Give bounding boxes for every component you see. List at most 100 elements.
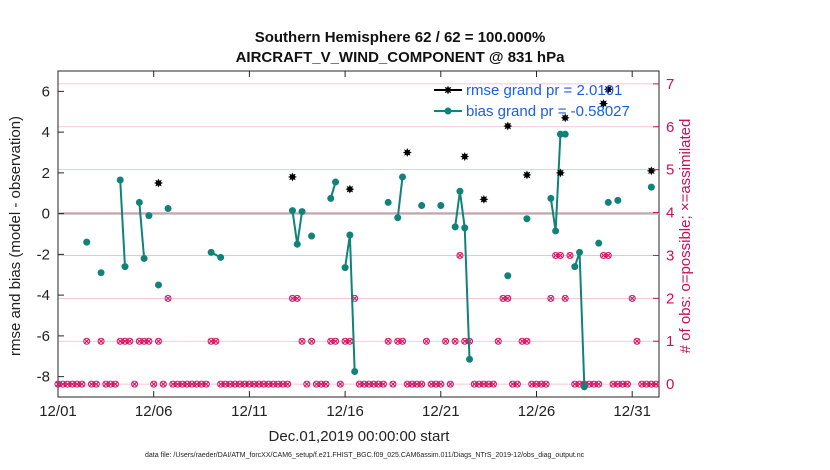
x-tick-label: 12/06 [135,403,173,420]
obs-count-point [159,380,167,388]
rmse-point [603,84,613,94]
obs-assimilated-marker [256,381,262,388]
obs-possible-marker [446,380,454,388]
obs-assimilated-marker [591,381,597,388]
obs-count-point [322,380,330,388]
obs-assimilated-marker [390,381,396,388]
obs-assimilated-marker [624,381,631,388]
obs-count-point [174,380,182,388]
obs-count-point [121,337,129,345]
chart-subtitle: AIRCRAFT_V_WIND_COMPONENT @ 831 hPa [236,49,566,66]
obs-count-point [154,337,162,345]
obs-possible-marker [332,337,340,345]
obs-possible-marker [595,380,603,388]
obs-assimilated-marker [528,381,535,388]
bias-point [293,240,301,248]
obs-possible-marker [504,294,512,302]
obs-possible-marker [470,380,478,388]
obs-assimilated-marker [495,338,502,345]
obs-count-point [456,251,464,259]
bias-point [288,207,296,215]
x-tick-label: 12/21 [422,403,460,420]
obs-possible-marker [54,380,62,388]
obs-count-point [375,380,383,388]
obs-assimilated-marker [543,381,549,388]
obs-possible-marker [360,380,368,388]
obs-possible-marker [111,380,119,388]
rmse-point [522,170,532,180]
y2-tick-label: 7 [666,76,674,93]
obs-possible-marker [442,337,450,345]
obs-count-point [288,294,296,302]
obs-count-point [327,337,335,345]
rmse-series [153,84,656,204]
obs-possible-marker [633,337,641,345]
rmse-point [646,166,656,176]
obs-possible-marker [116,337,124,345]
obs-possible-marker [494,337,502,345]
obs-possible-marker [226,380,234,388]
obs-count-point [504,294,512,302]
obs-assimilated-marker [600,252,607,259]
obs-possible-marker [178,380,186,388]
obs-assimilated-marker [552,252,559,259]
obs-count-point [64,380,72,388]
rmse-point [345,184,355,194]
obs-assimilated-marker [303,381,310,388]
obs-count-point [518,337,526,345]
obs-possible-marker [250,380,258,388]
obs-possible-marker [231,380,239,388]
obs-count-point [638,380,646,388]
obs-count-point [131,380,139,388]
obs-possible-marker [638,380,646,388]
obs-count-point [231,380,239,388]
obs-count-point [499,294,507,302]
obs-possible-marker [241,380,249,388]
obs-assimilated-marker [165,295,171,302]
obs-count-point [533,380,541,388]
obs-count-point [269,380,277,388]
obs-possible-marker [499,294,507,302]
obs-count-point [260,380,268,388]
obs-count-point [279,380,287,388]
obs-assimilated-marker [69,381,76,388]
y-tick-label: 4 [42,124,50,141]
obs-possible-marker [212,337,220,345]
obs-assimilated-marker [55,381,61,388]
obs-possible-marker [475,380,483,388]
obs-assimilated-marker [79,381,85,388]
obs-possible-marker [556,251,564,259]
obs-assimilated-marker [213,338,219,345]
obs-possible-marker [140,337,148,345]
y2-tick-label: 5 [666,162,674,179]
obs-assimilated-marker [471,381,478,388]
obs-assimilated-marker [280,381,286,388]
y2-axis-label: # of obs: o=possible; ×=assimilated [677,119,694,354]
bias-point [346,231,354,239]
obs-possible-marker [523,337,531,345]
obs-assimilated-marker [356,381,363,388]
obs-assimilated-marker [342,338,348,345]
obs-possible-marker [399,337,407,345]
obs-possible-marker [159,380,167,388]
obs-assimilated-marker [394,338,401,345]
obs-possible-marker [59,380,67,388]
bias-point [116,176,124,184]
obs-count-point [293,294,301,302]
obs-count-point [212,337,220,345]
y2-tick-label: 1 [666,333,674,350]
y2-tick-label: 4 [666,205,674,222]
obs-count-point [236,380,244,388]
obs-possible-marker [327,337,335,345]
obs-assimilated-marker [222,381,229,388]
obs-assimilated-marker [514,381,521,388]
bias-point [556,130,564,138]
obs-possible-marker [217,380,225,388]
obs-count-point [379,380,387,388]
obs-possible-marker [609,380,617,388]
obs-assimilated-marker [366,381,372,388]
obs-assimilated-marker [375,381,382,388]
obs-count-point [336,380,344,388]
obs-possible-marker [68,380,76,388]
y-axis-label: rmse and bias (model - observation) [7,116,24,356]
